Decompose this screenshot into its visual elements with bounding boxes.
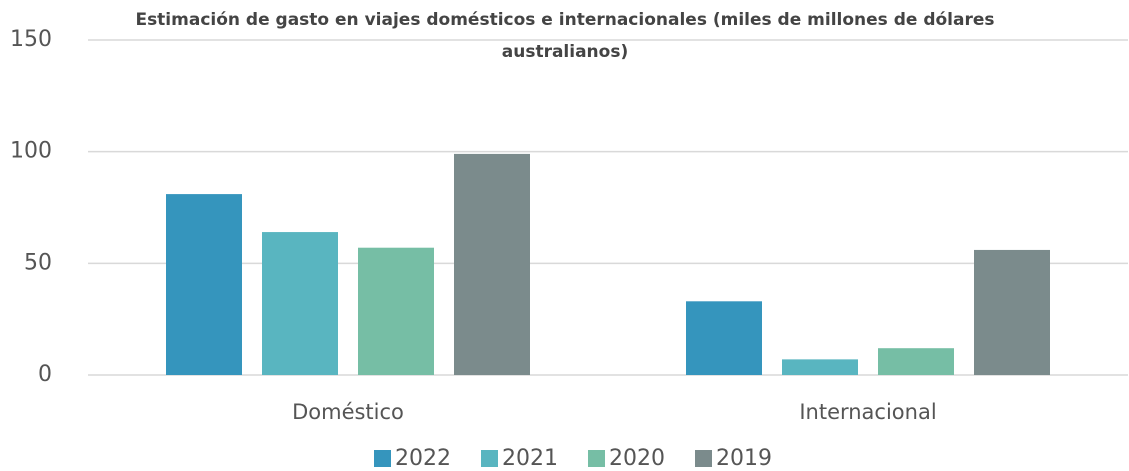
y-tick-label: 100 (10, 139, 52, 164)
legend-swatch (481, 450, 498, 467)
legend-label: 2022 (395, 446, 451, 471)
bar (878, 348, 954, 375)
x-tick-label: Internacional (799, 400, 936, 424)
y-tick-label: 50 (24, 250, 52, 275)
bar (262, 232, 338, 375)
bar (974, 249, 1050, 375)
legend-swatch (695, 450, 712, 467)
bar (454, 153, 530, 375)
bar (686, 301, 762, 375)
legend-swatch (588, 450, 605, 467)
legend-label: 2021 (502, 446, 558, 471)
bar (166, 194, 242, 375)
legend-swatch (374, 450, 391, 467)
y-tick-label: 0 (38, 362, 52, 387)
legend-label: 2019 (716, 446, 772, 471)
chart-title: Estimación de gasto en viajes domésticos… (135, 10, 995, 62)
bar (358, 247, 434, 375)
bar (782, 359, 858, 375)
y-tick-label: 150 (10, 27, 52, 52)
legend-label: 2020 (609, 446, 665, 471)
x-tick-label: Doméstico (292, 400, 404, 424)
